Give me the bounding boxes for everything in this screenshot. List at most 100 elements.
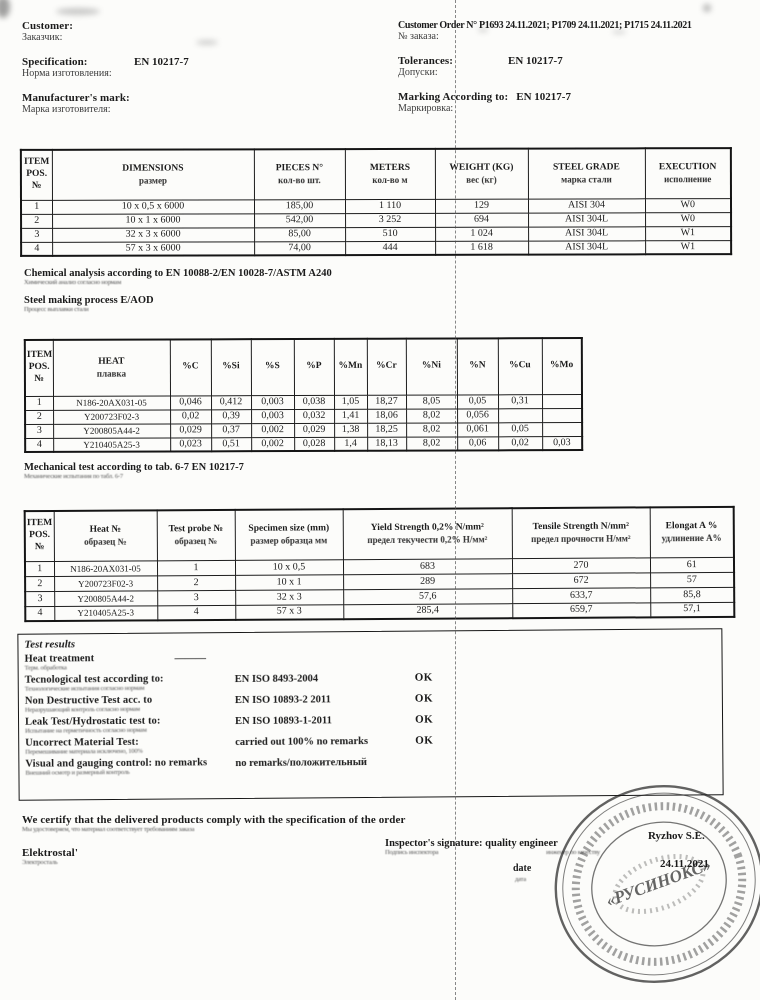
table-cell: 3 252 <box>345 212 436 228</box>
table-cell: 85,00 <box>254 227 346 242</box>
column-header: Specimen size (mm) размер образца мм <box>234 509 343 560</box>
table-cell: 18,06 <box>367 408 407 423</box>
header-left: Customer: Заказчик: Specification: EN 10… <box>22 20 362 115</box>
test-value: ——— <box>174 653 207 665</box>
table-cell: 683 <box>342 558 513 575</box>
table-cell: 289 <box>343 573 513 590</box>
table-cell: 10 x 1 <box>235 574 344 590</box>
table-cell: 0,412 <box>211 395 252 410</box>
column-header: Test probe № образец № <box>156 509 235 561</box>
test-result-row: Non Destructive Test acc. to Неразрушающ… <box>25 690 722 714</box>
scan-artifact <box>0 0 10 18</box>
table-cell: 285,4 <box>343 603 513 620</box>
table-cell: AISI 304L <box>528 212 646 227</box>
table-cell: W1 <box>645 240 732 255</box>
table-cell: 3 <box>21 227 53 242</box>
table-cell: 1 024 <box>435 226 529 241</box>
field-customer: Customer: Заказчик: <box>22 20 362 43</box>
table-cell: AISI 304L <box>528 226 646 241</box>
table-cell: 10 x 1 x 6000 <box>52 213 255 228</box>
column-header: %P <box>293 338 334 396</box>
inspector-label: Inspector's signature: <box>385 838 483 849</box>
fold-line <box>455 0 456 1000</box>
column-header: DIMENSIONS размер <box>51 149 254 200</box>
table-cell: 3 <box>25 423 54 438</box>
specification-label: Specification: <box>22 56 88 68</box>
marking-label-ru: Маркировка: <box>398 103 454 114</box>
table-cell: 185,00 <box>253 199 346 214</box>
table-cell: 1,4 <box>334 436 368 451</box>
specification-value: EN 10217-7 <box>134 56 189 68</box>
table-cell: 3 <box>25 590 55 607</box>
test-result-row: Leak Test/Hydrostatic test to: Испытание… <box>25 711 722 735</box>
table-cell: 57 x 3 x 6000 <box>52 241 255 256</box>
marking-label: Marking According to: <box>398 91 509 103</box>
customer-order-label-ru: № заказа: <box>398 31 439 42</box>
table-cell: 0,05 <box>498 422 543 437</box>
table-cell: 74,00 <box>254 241 346 256</box>
signature-date: 24.11.2021 <box>660 858 709 870</box>
steel-process-text: Steel making process E/AOD <box>24 295 154 306</box>
table-cell: 0,06 <box>457 436 499 451</box>
table-cell: 57,1 <box>650 601 735 618</box>
table-cell: AISI 304L <box>528 240 646 255</box>
table-cell: 0,31 <box>497 394 543 409</box>
steel-process-text-ru: Процесс выплавки стали <box>24 306 89 313</box>
table-cell: 444 <box>345 240 436 256</box>
table-cell: 0,032 <box>294 408 335 424</box>
certification-statement: We certify that the delivered products c… <box>22 814 405 833</box>
customer-order-label: Customer Order N° <box>398 20 477 31</box>
column-header: %Mo <box>541 338 582 395</box>
table-cell: 1,38 <box>334 422 368 437</box>
table-cell: Y200723F02-3 <box>53 409 171 424</box>
table-cell: 8,05 <box>405 394 458 409</box>
table-cell: W1 <box>645 226 732 241</box>
test-value: EN ISO 10893-2 2011 <box>234 694 331 707</box>
table-cell: 57,6 <box>343 588 513 605</box>
table-cell: 4 <box>25 437 54 452</box>
column-header: %Cu <box>497 338 542 395</box>
table-cell: 2 <box>21 213 53 228</box>
inspector-role-ru: инженер по качеству <box>546 849 600 856</box>
date-label-ru: дата <box>515 876 527 883</box>
tolerances-value: EN 10217-7 <box>508 55 563 67</box>
column-header: HEAT плавка <box>52 339 171 396</box>
table-cell: 57 x 3 <box>235 604 344 620</box>
table-cell: Y200805A44-2 <box>54 590 158 606</box>
mill-name-ru: Электросталь <box>22 859 58 866</box>
column-header: EXECUTION исполнение <box>644 148 731 199</box>
column-header: METERS кол-во м <box>344 148 435 200</box>
mill-name: Elektrostal' Электросталь <box>22 847 78 866</box>
table-cell: 0,003 <box>251 395 295 410</box>
chemical-table-body: 1 N186-20AX031-05 0,046 0,412 0,003 0,038 1,05… <box>25 394 583 452</box>
table-cell: 1,05 <box>333 394 368 409</box>
mechanical-table: ITEM POS. № Heat № образец № Test probe № об… <box>23 505 736 623</box>
certify-text-ru: Мы удостоверяем, что материал соответств… <box>22 826 195 833</box>
table-cell: 0,029 <box>170 423 212 438</box>
table-cell: 18,27 <box>366 394 407 409</box>
table-cell: 510 <box>345 226 436 242</box>
column-header: WEIGHT (KG) вес (кг) <box>434 148 528 199</box>
table-cell: 8,02 <box>406 408 458 423</box>
column-header: %Si <box>210 339 252 396</box>
test-status: OK <box>414 713 434 726</box>
table-cell: 0,056 <box>457 408 499 423</box>
table-cell: 0,37 <box>211 423 252 438</box>
column-header: Elongat A % удлинение А% <box>649 506 734 558</box>
column-header: %Ni <box>405 338 457 395</box>
table-cell: 4 <box>21 241 53 256</box>
column-header: %Cr <box>366 338 406 395</box>
customer-label-ru: Заказчик: <box>22 32 63 43</box>
table-cell: 4 <box>25 605 55 622</box>
table-cell: 85,8 <box>650 586 735 603</box>
field-specification: Specification: EN 10217-7 Норма изготовл… <box>22 56 362 79</box>
table-cell <box>542 408 583 423</box>
table-cell: W0 <box>645 212 732 227</box>
mechanical-table-body: 1 N186-20AX031-05 1 10 x 0,5 683 270 61 2 Y20072… <box>24 556 735 622</box>
column-header: STEEL GRADE марка стали <box>527 148 645 199</box>
mechanical-test-text-ru: Механические испытания по табл. 6-7 <box>24 473 123 480</box>
company-stamp: «РУСИНОКС» <box>554 784 760 984</box>
table-cell: N186-20AX031-05 <box>53 560 158 576</box>
table-cell: 0,02 <box>170 409 212 424</box>
